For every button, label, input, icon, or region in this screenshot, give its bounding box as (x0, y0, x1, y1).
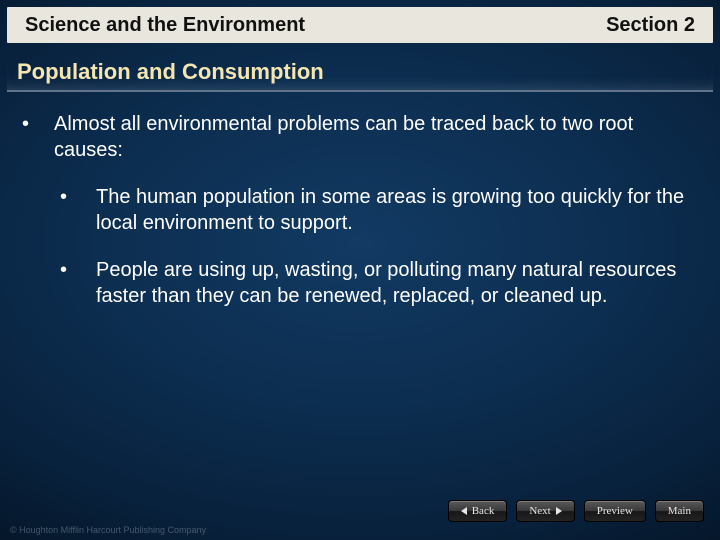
slide-container: Science and the Environment Section 2 Po… (0, 0, 720, 540)
navigation-bar: Back Next Preview Main (448, 500, 704, 522)
bullet-text: People are using up, wasting, or polluti… (96, 258, 700, 309)
preview-button-label: Preview (597, 505, 633, 517)
bullet-text: The human population in some areas is gr… (96, 185, 700, 236)
header-chapter-title: Science and the Environment (25, 14, 305, 37)
back-arrow-icon (461, 507, 467, 515)
subtitle-bar: Population and Consumption (7, 54, 713, 92)
header-banner: Science and the Environment Section 2 (7, 7, 713, 43)
bullet-level1: • Almost all environmental problems can … (22, 112, 700, 163)
bullet-level2: • The human population in some areas is … (60, 185, 700, 236)
bullet-mark-icon: • (60, 258, 96, 309)
next-button-label: Next (529, 505, 550, 517)
main-button[interactable]: Main (655, 500, 704, 522)
back-button[interactable]: Back (448, 500, 508, 522)
copyright-text: © Houghton Mifflin Harcourt Publishing C… (10, 525, 206, 535)
bullet-mark-icon: • (22, 112, 54, 163)
next-arrow-icon (556, 507, 562, 515)
header-section-label: Section 2 (606, 14, 695, 37)
main-button-label: Main (668, 505, 691, 517)
preview-button[interactable]: Preview (584, 500, 646, 522)
bullet-mark-icon: • (60, 185, 96, 236)
body-content: • Almost all environmental problems can … (22, 112, 700, 332)
slide-title: Population and Consumption (17, 59, 324, 85)
bullet-text: Almost all environmental problems can be… (54, 112, 700, 163)
back-button-label: Back (472, 505, 495, 517)
next-button[interactable]: Next (516, 500, 574, 522)
bullet-level2: • People are using up, wasting, or pollu… (60, 258, 700, 309)
